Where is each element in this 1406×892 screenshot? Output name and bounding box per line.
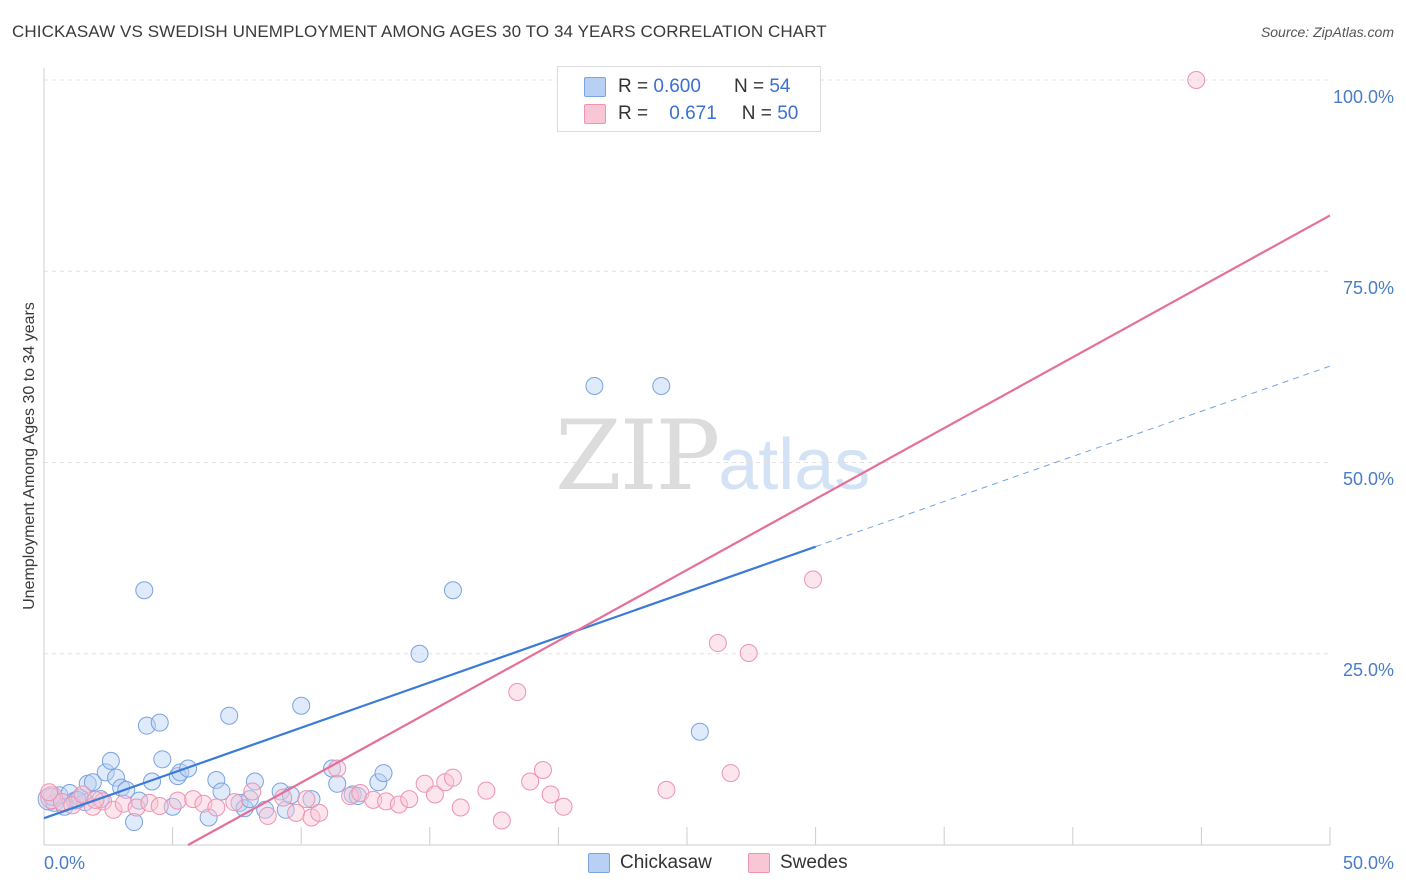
x-tick-50: 50.0% [1342, 853, 1394, 873]
swedes-point [184, 790, 203, 809]
chickasaw-point [153, 750, 172, 769]
legend-label-swedes: Swedes [780, 852, 848, 873]
swedes-point [521, 772, 540, 791]
chickasaw-point [585, 377, 604, 395]
swedes-point [657, 780, 676, 799]
chickasaw-point [207, 770, 226, 789]
series-legend: Chickasaw Swedes [0, 852, 1406, 876]
swedes-point [400, 790, 419, 809]
swedes-point [389, 795, 408, 814]
swedes-point [443, 768, 462, 787]
swedes-point [168, 791, 187, 810]
y-tick-75: 75.0% [1342, 278, 1394, 298]
y-tick-100: 100.0% [1332, 87, 1394, 107]
chickasaw-point [302, 790, 321, 809]
r-value-chickasaw: 0.600 [653, 76, 701, 97]
correlation-legend: R = 0.600 N = 54 R = 0.671 N = 50 [557, 66, 821, 132]
legend-row-chickasaw: R = 0.600 N = 54 [584, 75, 790, 99]
swedes-point [425, 785, 444, 804]
swedes-point [508, 683, 527, 701]
chickasaw-point [143, 772, 162, 791]
chickasaw-trendline-extension [815, 365, 1331, 548]
swedes-point [140, 793, 159, 812]
chickasaw-point [135, 581, 154, 600]
watermark: ZIPatlas [555, 400, 870, 512]
chickasaw-point [690, 722, 709, 741]
swedes-point [258, 806, 277, 825]
chickasaw-point [328, 774, 347, 793]
n-label: N = [741, 103, 772, 124]
chickasaw-point [348, 787, 367, 806]
chickasaw-trendline [43, 545, 816, 820]
swedes-point [364, 790, 383, 809]
legend-label-chickasaw: Chickasaw [620, 852, 712, 873]
watermark-zip: ZIP [555, 400, 720, 512]
chickasaw-point [443, 581, 462, 600]
n-value-swedes: 50 [777, 103, 799, 124]
chickasaw-point [101, 751, 120, 770]
swedes-point [533, 761, 552, 780]
chickasaw-point [220, 706, 239, 725]
n-value-chickasaw: 54 [769, 76, 791, 97]
chickasaw-point [163, 797, 182, 816]
legend-swatch-blue [588, 853, 610, 873]
legend-row-swedes: R = 0.671 N = 50 [584, 102, 798, 126]
r-label: R = [618, 103, 649, 124]
x-tick-0: 0.0% [44, 853, 86, 873]
swedes-trendline [187, 214, 1331, 846]
chickasaw-point [410, 644, 429, 663]
swedes-point [341, 787, 360, 806]
source-label: Source: ZipAtlas.com [1260, 24, 1394, 40]
legend-swatch-pink [584, 104, 606, 124]
y-tick-50: 50.0% [1342, 469, 1394, 489]
swedes-point [243, 782, 262, 801]
swedes-point [541, 785, 560, 804]
swedes-point [150, 796, 169, 815]
chickasaw-point [125, 813, 144, 832]
chickasaw-point [374, 764, 393, 783]
swedes-point [53, 793, 72, 812]
swedes-point [721, 764, 740, 783]
legend-item-chickasaw[interactable]: Chickasaw [588, 852, 712, 874]
y-tick-25: 25.0% [1342, 660, 1394, 680]
chickasaw-point [96, 763, 115, 782]
watermark-atlas: atlas [718, 425, 871, 505]
chickasaw-point [369, 773, 388, 792]
swedes-point [554, 797, 573, 816]
swedes-point [225, 793, 244, 812]
swedes-point [804, 570, 823, 589]
swedes-point [310, 803, 329, 822]
legend-swatch-pink [748, 853, 770, 873]
swedes-point [207, 798, 226, 817]
chickasaw-point [652, 377, 671, 395]
chickasaw-point [199, 808, 218, 827]
chickasaw-point [212, 782, 231, 801]
chickasaw-point [150, 713, 169, 732]
r-value-swedes: 0.671 [669, 103, 717, 124]
swedes-point [708, 634, 727, 653]
chickasaw-point [107, 768, 126, 787]
swedes-point [40, 783, 59, 802]
swedes-point [297, 790, 316, 809]
n-label: N = [733, 76, 765, 97]
chart-title: CHICKASAW VS SWEDISH UNEMPLOYMENT AMONG … [12, 22, 827, 41]
r-label: R = [618, 76, 649, 97]
legend-swatch-blue [584, 77, 606, 97]
swedes-point [739, 643, 758, 662]
chickasaw-point [83, 773, 102, 792]
swedes-point [451, 798, 470, 817]
swedes-point [104, 800, 123, 819]
legend-item-swedes[interactable]: Swedes [748, 852, 848, 874]
chickasaw-point [292, 696, 311, 715]
y-axis-label: Unemployment Among Ages 30 to 34 years [21, 302, 38, 610]
swedes-point [1187, 71, 1206, 89]
chickasaw-point [230, 793, 249, 812]
swedes-point [492, 811, 511, 830]
swedes-point [477, 781, 496, 800]
